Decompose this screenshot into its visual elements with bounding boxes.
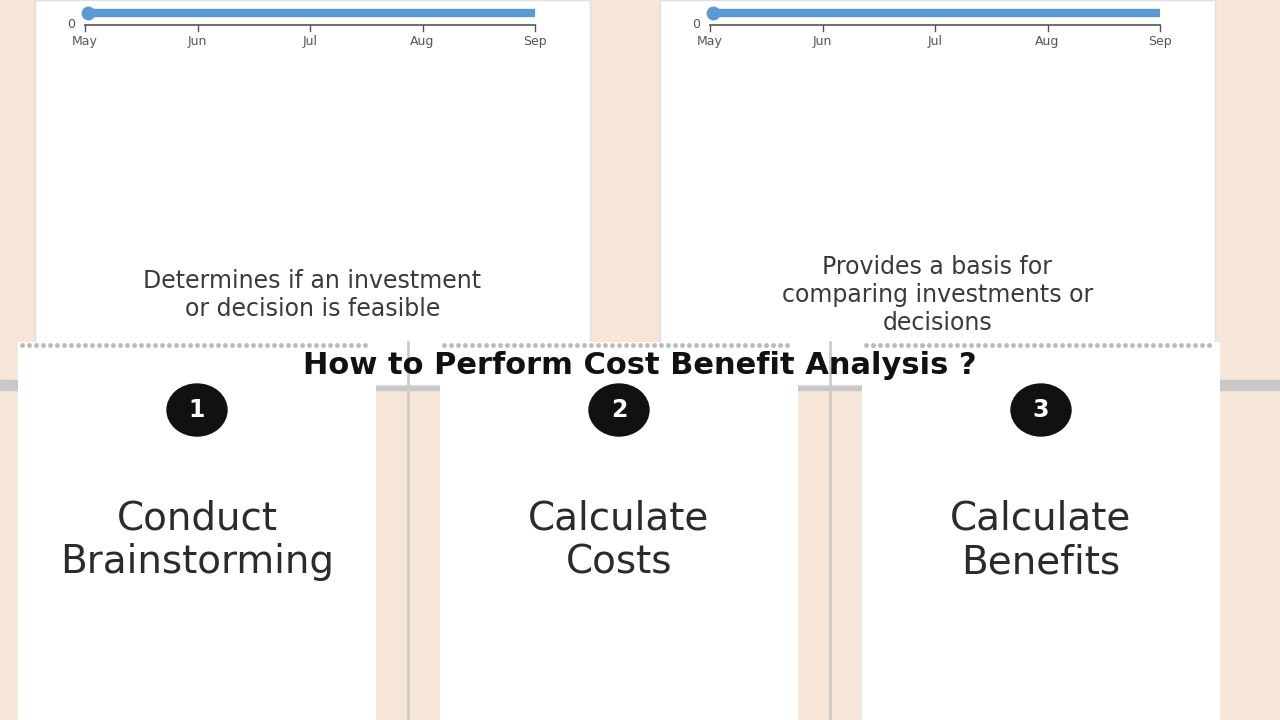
FancyBboxPatch shape (440, 342, 797, 720)
Text: Jul: Jul (302, 35, 317, 48)
Text: How to Perform Cost Benefit Analysis ?: How to Perform Cost Benefit Analysis ? (303, 351, 977, 379)
Text: Calculate
Costs: Calculate Costs (529, 499, 709, 581)
Text: 0: 0 (692, 19, 700, 32)
Text: Jun: Jun (188, 35, 207, 48)
Text: May: May (698, 35, 723, 48)
Text: 3: 3 (1033, 398, 1050, 422)
Text: Jun: Jun (813, 35, 832, 48)
Text: Sep: Sep (1148, 35, 1171, 48)
Text: 0: 0 (67, 19, 76, 32)
FancyBboxPatch shape (660, 0, 1215, 385)
FancyBboxPatch shape (861, 342, 1220, 720)
Text: 1: 1 (189, 398, 205, 422)
Ellipse shape (589, 384, 649, 436)
Ellipse shape (166, 384, 227, 436)
Text: Calculate
Benefits: Calculate Benefits (950, 499, 1132, 581)
Text: 2: 2 (611, 398, 627, 422)
Ellipse shape (1011, 384, 1071, 436)
Text: Aug: Aug (1036, 35, 1060, 48)
Text: Sep: Sep (524, 35, 547, 48)
FancyBboxPatch shape (35, 0, 590, 385)
Text: Determines if an investment
or decision is feasible: Determines if an investment or decision … (143, 269, 481, 321)
Text: Jul: Jul (928, 35, 942, 48)
Text: Conduct
Brainstorming: Conduct Brainstorming (60, 499, 334, 581)
FancyBboxPatch shape (18, 342, 376, 720)
Text: Provides a basis for
comparing investments or
decisions: Provides a basis for comparing investmen… (782, 255, 1093, 335)
Text: May: May (72, 35, 99, 48)
Text: Aug: Aug (411, 35, 435, 48)
